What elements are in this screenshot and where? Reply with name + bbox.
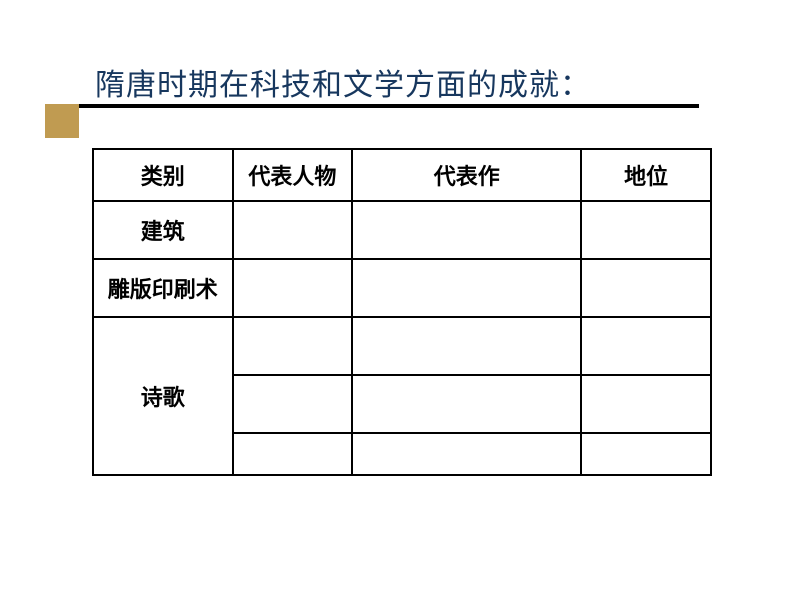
table-row: 诗歌 bbox=[93, 317, 711, 375]
table-header-row: 类别 代表人物 代表作 地位 bbox=[93, 149, 711, 201]
page-title: 隋唐时期在科技和文学方面的成就： bbox=[95, 60, 591, 104]
col-header-status: 地位 bbox=[581, 149, 711, 201]
cell-work bbox=[352, 259, 581, 317]
cell-work bbox=[352, 317, 581, 375]
cell-person bbox=[233, 433, 353, 475]
achievements-table: 类别 代表人物 代表作 地位 建筑雕版印刷术诗歌 bbox=[92, 148, 712, 476]
title-decorator bbox=[45, 104, 699, 138]
decorator-line bbox=[45, 104, 699, 108]
cell-status bbox=[581, 433, 711, 475]
cell-status bbox=[581, 317, 711, 375]
col-header-work: 代表作 bbox=[352, 149, 581, 201]
cell-category: 雕版印刷术 bbox=[93, 259, 233, 317]
cell-work bbox=[352, 375, 581, 433]
cell-status bbox=[581, 201, 711, 259]
decorator-square bbox=[45, 104, 79, 138]
table-body: 建筑雕版印刷术诗歌 bbox=[93, 201, 711, 475]
cell-person bbox=[233, 375, 353, 433]
table-row: 建筑 bbox=[93, 201, 711, 259]
col-header-category: 类别 bbox=[93, 149, 233, 201]
cell-person bbox=[233, 201, 353, 259]
cell-person bbox=[233, 259, 353, 317]
cell-person bbox=[233, 317, 353, 375]
cell-work bbox=[352, 201, 581, 259]
col-header-person: 代表人物 bbox=[233, 149, 353, 201]
cell-category: 建筑 bbox=[93, 201, 233, 259]
cell-work bbox=[352, 433, 581, 475]
table-row: 雕版印刷术 bbox=[93, 259, 711, 317]
cell-status bbox=[581, 375, 711, 433]
cell-status bbox=[581, 259, 711, 317]
cell-category: 诗歌 bbox=[93, 317, 233, 475]
